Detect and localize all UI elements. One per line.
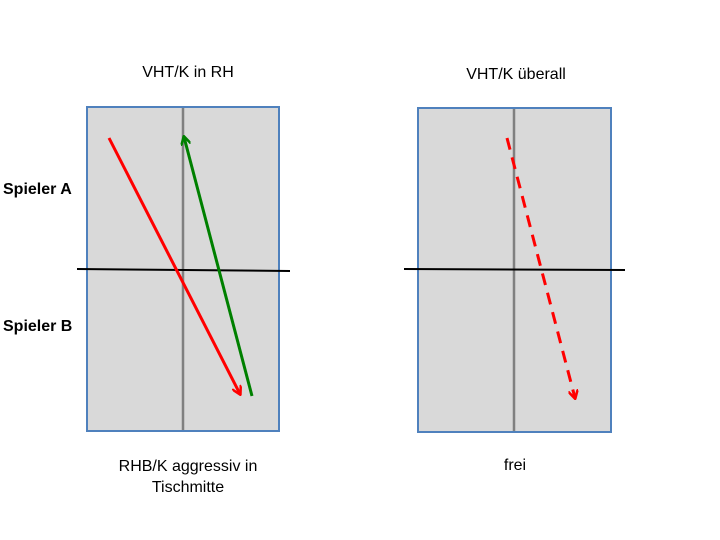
left-green-arrow xyxy=(184,137,254,397)
right-red-dashed-arrow xyxy=(505,137,575,398)
left-caption-line2: Tischmitte xyxy=(151,479,225,496)
left-table xyxy=(76,106,291,432)
right-table-net xyxy=(403,268,626,271)
left-table-net xyxy=(76,268,291,272)
right-caption: frei xyxy=(503,457,527,474)
left-red-arrow xyxy=(107,137,240,394)
left-caption-line1: RHB/K aggressiv in xyxy=(118,458,258,475)
left-panel-title: VHT/K in RH xyxy=(142,64,234,81)
player-a-label: Spieler A xyxy=(3,181,72,198)
player-b-label: Spieler B xyxy=(3,318,73,335)
right-panel-title: VHT/K überall xyxy=(466,66,566,83)
right-table xyxy=(403,107,626,433)
